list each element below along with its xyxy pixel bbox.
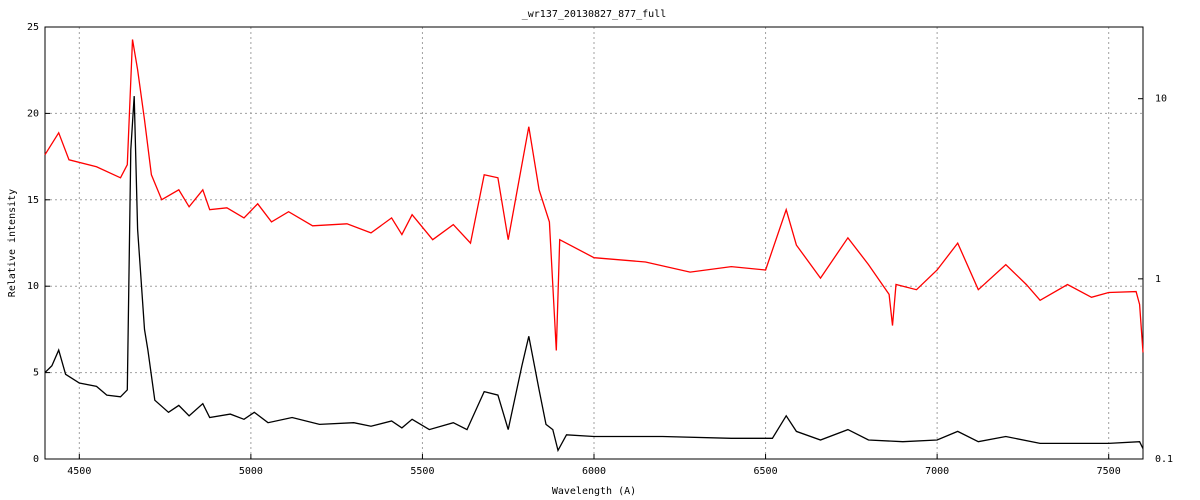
y2-tick-label: 1 [1155,274,1161,285]
y-tick-label: 15 [27,195,39,206]
y-axis-label: Relative intensity [7,189,18,297]
y-tick-label: 25 [27,22,39,33]
x-tick-label: 5500 [410,466,434,477]
x-axis-label: Wavelength (A) [552,486,636,497]
plot-frame [44,26,1144,460]
chart-title: _wr137_20130827_877_full [522,9,667,20]
y-tick-label: 0 [33,454,39,465]
y2-tick-label: 0.1 [1155,454,1173,465]
spectrum-line [44,96,1144,453]
spectrum-line [44,39,1144,353]
x-tick-label: 5000 [239,466,263,477]
y2-tick-label: 10 [1155,94,1167,105]
x-tick-label: 4500 [67,466,91,477]
x-tick-label: 6000 [582,466,606,477]
y-tick-label: 10 [27,281,39,292]
y-tick-label: 20 [27,108,39,119]
x-tick-label: 7500 [1097,466,1121,477]
x-tick-label: 6500 [754,466,778,477]
y-tick-label: 5 [33,368,39,379]
x-tick-label: 7000 [925,466,949,477]
